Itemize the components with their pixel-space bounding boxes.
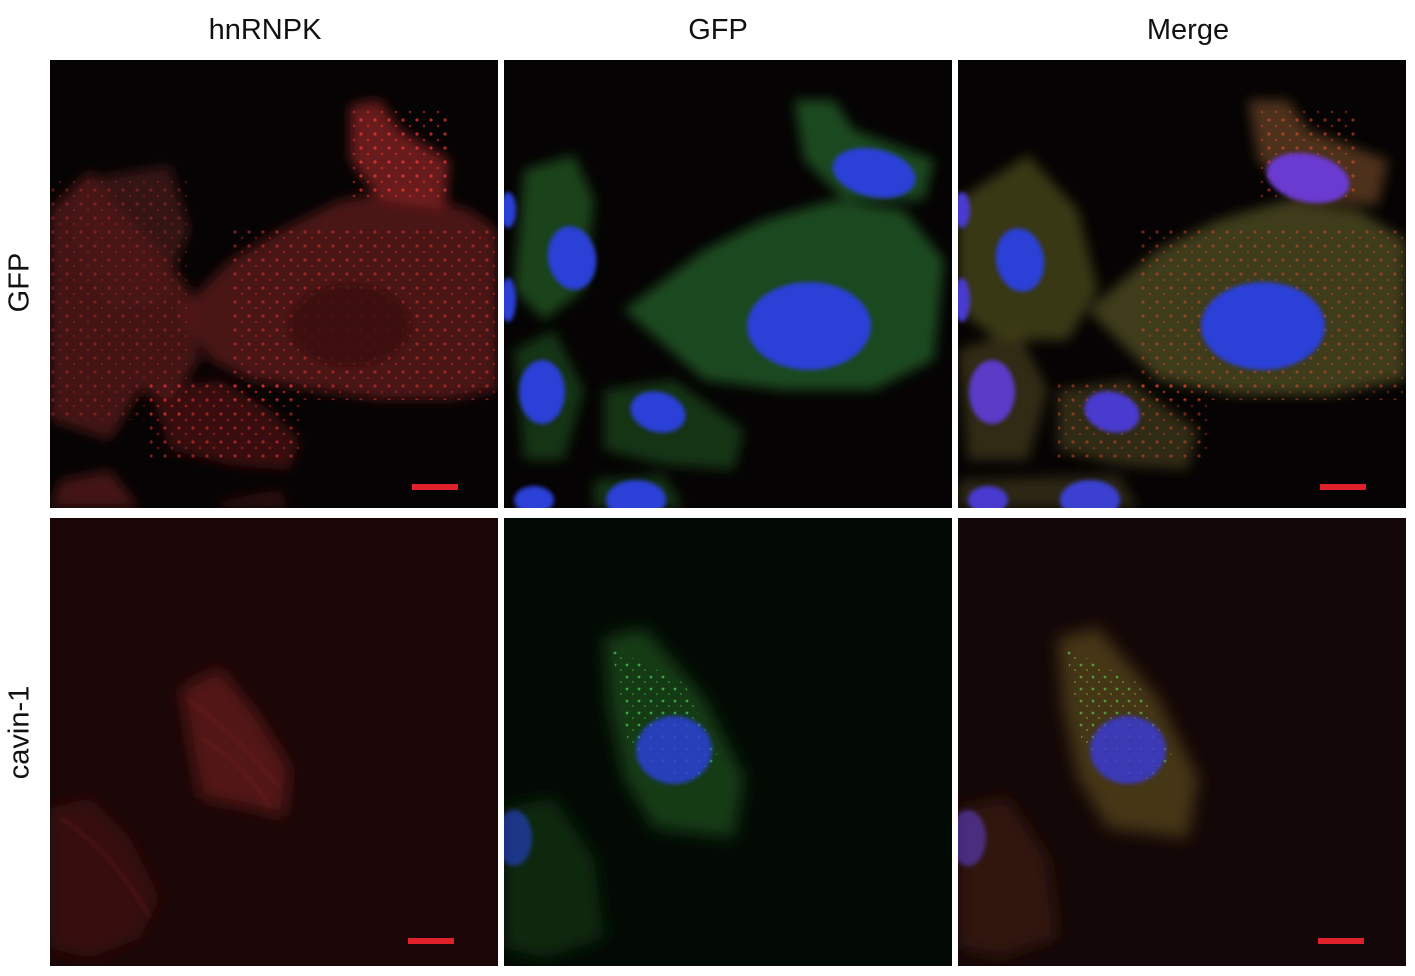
panel-cavin1-merge — [958, 518, 1406, 966]
micrograph-image — [50, 518, 498, 966]
micrograph-image — [504, 628, 744, 958]
panel-cavin1-gfp — [504, 518, 952, 966]
micrograph-image — [504, 100, 944, 508]
scale-bar — [1318, 938, 1364, 944]
column-title-hnrnpk: hnRNPK — [208, 14, 322, 46]
panel-gfp-hnrnpk — [50, 60, 498, 508]
column-title-merge: Merge — [1146, 14, 1230, 46]
row-title-gfp: GFP — [3, 252, 36, 313]
column-title-gfp: GFP — [688, 14, 748, 46]
panel-gfp-merge — [958, 60, 1406, 508]
micrograph-image — [958, 100, 1406, 508]
micrograph-image — [958, 518, 1406, 966]
micrograph-image — [50, 100, 498, 508]
panel-gfp-gfp — [504, 60, 952, 508]
panel-cavin1-hnrnpk — [50, 518, 498, 966]
row-title-cavin-1: cavin-1 — [3, 685, 36, 780]
scale-bar — [1320, 484, 1366, 490]
scale-bar — [408, 938, 454, 944]
scale-bar — [412, 484, 458, 490]
